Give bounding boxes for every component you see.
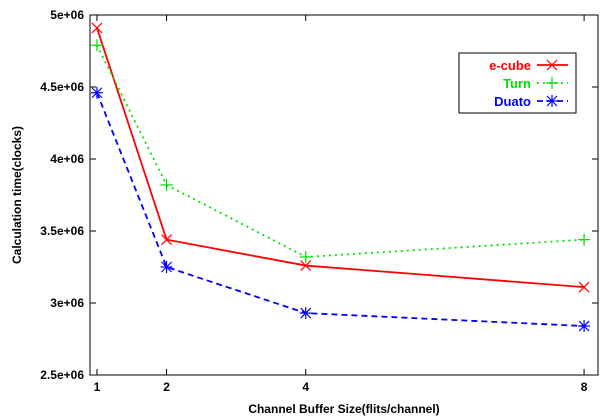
data-point-turn <box>578 233 591 246</box>
y-tick-label: 3.5e+06 <box>40 224 84 238</box>
data-point-turn <box>90 39 103 52</box>
data-point-turn <box>160 178 173 191</box>
x-tick-label: 1 <box>94 380 101 394</box>
y-tick-label: 2.5e+06 <box>40 368 84 382</box>
data-point-duato <box>299 307 312 320</box>
x-tick-label: 8 <box>581 380 588 394</box>
x-tick-label: 2 <box>163 380 170 394</box>
y-tick-label: 4e+06 <box>50 152 84 166</box>
y-tick-label: 5e+06 <box>50 8 84 22</box>
data-point-duato <box>160 261 173 273</box>
data-point-e-cube <box>91 22 103 34</box>
legend-label-e-cube: e-cube <box>489 58 531 73</box>
legend-marker-e-cube <box>546 59 558 71</box>
series-line-duato <box>96 92 585 327</box>
data-point-e-cube <box>300 260 312 271</box>
legend: e-cube Turn Duato <box>458 52 577 114</box>
data-point-duato <box>578 320 591 333</box>
x-axis-title: Channel Buffer Size(flits/channel) <box>248 402 439 416</box>
data-point-duato <box>90 86 103 99</box>
legend-label-duato: Duato <box>494 94 531 109</box>
series-layer <box>90 22 591 333</box>
y-tick-label: 3e+06 <box>50 296 84 310</box>
y-axis-title: Calculation time(clocks) <box>10 126 24 264</box>
data-point-turn <box>299 250 312 263</box>
x-tick-label: 4 <box>302 380 309 394</box>
y-tick-label: 4.5e+06 <box>40 80 84 94</box>
data-point-e-cube <box>161 234 172 246</box>
y-axis: 2.5e+06 3e+06 3.5e+06 4e+06 4.5e+06 5e+06 <box>40 8 598 382</box>
data-point-e-cube <box>578 281 590 293</box>
plot-frame <box>89 14 599 376</box>
series-line-e-cube <box>96 27 585 289</box>
series-line-turn <box>96 44 585 258</box>
x-axis: 1 2 4 8 <box>94 15 588 394</box>
legend-marker-turn <box>546 77 558 89</box>
legend-label-turn: Turn <box>503 76 531 91</box>
legend-marker-duato <box>546 95 558 107</box>
